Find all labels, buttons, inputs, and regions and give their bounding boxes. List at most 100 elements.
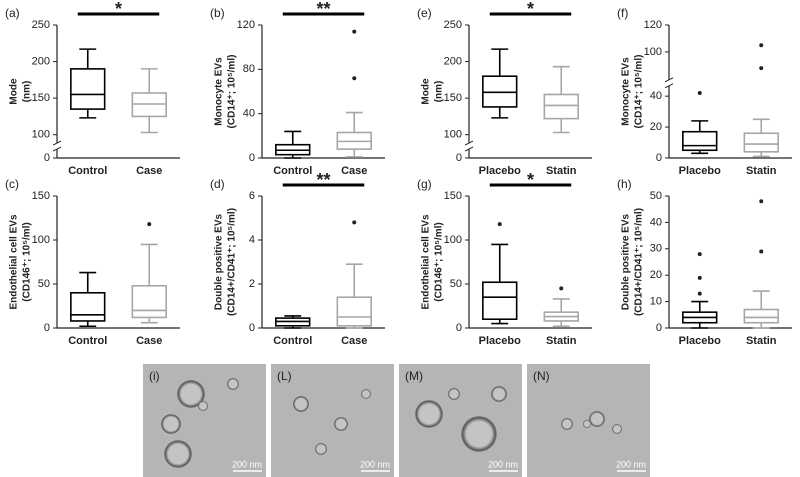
y-tick-label: 200: [444, 55, 462, 67]
y-axis-label: Endothelial cell EVs: [421, 214, 432, 309]
outlier: [497, 222, 502, 227]
significance: *: [115, 0, 122, 19]
panel-label: (g): [417, 177, 432, 191]
vesicle: [361, 389, 371, 399]
y-tick-label: 150: [32, 92, 50, 104]
axis-break: [664, 83, 674, 89]
image-label: (i): [149, 369, 160, 383]
significance: **: [316, 170, 330, 190]
vesicle: [164, 440, 192, 468]
y-tick-label: 4: [249, 234, 255, 246]
box: [743, 132, 779, 153]
vesicle: [612, 424, 622, 434]
vesicle: [589, 411, 605, 427]
x-tick-label: Control: [68, 335, 107, 347]
y-tick-label: 100: [444, 129, 462, 141]
box: [482, 281, 518, 320]
y-tick-label: 40: [650, 90, 662, 102]
y-tick-label: 80: [243, 63, 255, 75]
y-tick-label: 0: [656, 152, 662, 164]
x-tick-label: Statin: [546, 335, 577, 347]
scale-label: 200 nm: [488, 459, 518, 469]
significance: *: [527, 0, 534, 19]
vesicle: [161, 414, 181, 434]
image-label: (N): [533, 369, 550, 383]
y-axis-label: Double positive EVs: [214, 213, 225, 310]
panel-label: (e): [417, 6, 432, 20]
image-label: (L): [277, 369, 292, 383]
box: [70, 291, 106, 322]
y-axis-label: (CD14⁺; 10⁵/ml): [227, 55, 238, 129]
x-tick-label: Control: [273, 335, 312, 347]
x-tick-label: Placebo: [679, 335, 721, 347]
y-tick-label: 120: [644, 19, 662, 31]
vesicle: [227, 378, 239, 390]
y-tick-label: 150: [444, 190, 462, 202]
panel-label: (h): [617, 177, 632, 191]
y-axis-label: (nm): [434, 81, 445, 103]
y-tick-label: 250: [32, 19, 50, 31]
outlier: [697, 91, 702, 96]
x-tick-label: Statin: [546, 165, 577, 177]
scale-label: 200 nm: [232, 459, 262, 469]
y-axis-label: Monocyte EVs: [621, 57, 632, 126]
y-tick-label: 0: [44, 322, 50, 334]
x-tick-label: Placebo: [479, 165, 521, 177]
y-tick-label: 100: [32, 129, 50, 141]
box: [743, 308, 779, 324]
vesicle: [315, 443, 327, 455]
y-tick-label: 20: [650, 121, 662, 133]
vesicle: [448, 388, 460, 400]
micrographs: (i) 200 nm (L) 200 nm (M) 200 nm (N) 200 nm: [143, 364, 650, 477]
outlier: [559, 286, 564, 291]
axis-break: [664, 77, 674, 83]
vesicle: [461, 416, 497, 452]
y-axis-label: (CD146⁺; 10⁵/ml): [22, 222, 33, 301]
y-axis-label: Mode: [9, 78, 20, 105]
panel-label: (f): [617, 6, 628, 20]
y-tick-label: 10: [650, 296, 662, 308]
y-axis-label: Double positive EVs: [621, 213, 632, 310]
y-tick-label: 100: [644, 46, 662, 58]
vesicle: [177, 380, 205, 408]
y-tick-label: 150: [444, 92, 462, 104]
y-tick-label: 100: [32, 234, 50, 246]
y-tick-label: 40: [650, 216, 662, 228]
y-tick-label: 200: [32, 55, 50, 67]
y-tick-label: 20: [650, 269, 662, 281]
micrograph: [271, 364, 394, 477]
vesicle: [491, 386, 507, 402]
y-tick-label: 50: [450, 278, 462, 290]
y-axis-label: Endothelial cell EVs: [9, 214, 20, 309]
outlier: [697, 275, 702, 280]
x-tick-label: Control: [273, 165, 312, 177]
vesicle: [198, 401, 208, 411]
axis-break: [52, 146, 62, 152]
significance: *: [527, 170, 534, 190]
y-tick-label: 150: [32, 190, 50, 202]
y-axis-label: (CD14⁺; 10⁵/ml): [634, 55, 645, 129]
axis-break: [464, 146, 474, 152]
box: [70, 68, 106, 110]
y-tick-label: 0: [456, 322, 462, 334]
y-tick-label: 100: [444, 234, 462, 246]
y-tick-label: 50: [38, 278, 50, 290]
box: [131, 284, 167, 319]
panel-label: (b): [210, 6, 225, 20]
box: [336, 296, 372, 327]
outlier: [697, 252, 702, 257]
y-tick-label: 0: [456, 152, 462, 164]
y-tick-label: 30: [650, 243, 662, 255]
y-tick-label: 0: [44, 152, 50, 164]
x-tick-label: Placebo: [679, 165, 721, 177]
y-axis-label: Mode: [421, 78, 432, 105]
outlier: [759, 199, 764, 204]
y-tick-label: 50: [650, 190, 662, 202]
x-tick-label: Control: [68, 165, 107, 177]
vesicle: [583, 420, 591, 428]
y-tick-label: 250: [444, 19, 462, 31]
axis-break: [464, 140, 474, 146]
scale-label: 200 nm: [360, 459, 390, 469]
image-label: (M): [405, 369, 423, 383]
